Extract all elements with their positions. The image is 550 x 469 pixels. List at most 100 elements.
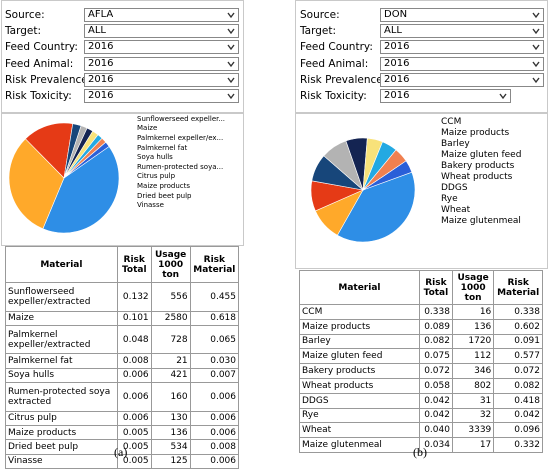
filter-row-source: Source: AFLA [5, 7, 239, 23]
table-row: Maize products 0.089 136 0.602 [299, 318, 543, 335]
table-row: DDGS 0.042 31 0.418 [299, 392, 543, 409]
pie-chart-b [310, 137, 416, 243]
target-select[interactable]: ALL [84, 24, 239, 39]
target-select[interactable]: ALL [380, 24, 544, 39]
cell-risk-total: 0.034 [418, 437, 453, 453]
table-row: CCM 0.338 16 0.338 [299, 304, 543, 320]
cell-usage: 16 [451, 304, 495, 320]
legend-label: DDGS [441, 182, 468, 193]
cell-risk-material: 0.007 [189, 367, 240, 384]
filter-row-source: Source: DON [300, 7, 544, 23]
legend-label: Palmkernel expeller/ex... [137, 133, 224, 142]
risk-toxicity-select[interactable]: 2016 [380, 89, 511, 104]
legend-item: Soya hulls [127, 152, 225, 162]
filters-a: Source: AFLA Target: ALL Feed Country: 2… [5, 7, 239, 104]
cell-usage: 125 [150, 453, 191, 469]
legend-swatch [127, 164, 133, 170]
feed-country-select[interactable]: 2016 [380, 40, 544, 55]
table-row: Sunflowerseed expeller/extracted 0.132 556… [5, 282, 240, 312]
cell-risk-total: 0.132 [116, 282, 152, 312]
legend-swatch [427, 162, 437, 170]
legend-label: Soya hulls [137, 153, 173, 162]
cell-material: Vinasse [5, 453, 118, 469]
cell-material: CCM [299, 304, 420, 320]
cell-risk-material: 0.006 [189, 382, 240, 412]
risk-table-a: Material Risk Total Usage 1000 ton Risk … [5, 246, 240, 469]
cell-risk-total: 0.082 [418, 333, 453, 350]
chevron-down-icon [227, 93, 235, 100]
col-header-risk-total: Risk Total [116, 246, 152, 283]
legend-label: Maize [137, 124, 158, 133]
cell-material: Palmkernel fat [5, 353, 118, 369]
risk-prevalence-select[interactable]: 2016 [84, 72, 239, 87]
filter-frame [295, 0, 548, 114]
legend-label: Citrus pulp [137, 172, 176, 181]
pie-chart-a [8, 122, 120, 234]
filter-row-feed-country: Feed Country: 2016 [5, 39, 239, 55]
cell-material: Bakery products [299, 363, 420, 379]
legend-swatch [427, 140, 437, 148]
cell-risk-total: 0.006 [116, 410, 152, 426]
cell-risk-material: 0.006 [189, 424, 240, 441]
risk-toxicity-select[interactable]: 2016 [84, 89, 239, 104]
cell-material: Maize glutenmeal [299, 437, 420, 453]
legend-item: Rye [427, 193, 521, 204]
chevron-down-icon [499, 93, 507, 100]
caption-a: (a) [114, 445, 128, 459]
cell-usage: 136 [150, 424, 191, 441]
legend-item: Barley [427, 138, 521, 149]
cell-usage: 802 [451, 377, 495, 394]
panel-a: Source: AFLA Target: ALL Feed Country: 2… [0, 0, 245, 469]
cell-risk-material: 0.618 [189, 310, 240, 326]
cell-risk-total: 0.058 [418, 377, 453, 394]
select-value: 2016 [88, 57, 114, 69]
chevron-down-icon [532, 28, 540, 35]
table-row: Maize 0.101 2580 0.618 [5, 310, 240, 326]
legend-item: Wheat products [427, 171, 521, 182]
cell-usage: 130 [150, 410, 191, 426]
cell-usage: 556 [150, 282, 191, 312]
col-header-risk-total: Risk Total [418, 270, 453, 305]
filter-label: Source: [300, 9, 340, 22]
filter-label: Risk Toxicity: [5, 90, 72, 103]
legend-swatch [427, 129, 437, 137]
cell-material: Palmkernel expeller/extracted [5, 324, 118, 355]
filter-label: Feed Country: [300, 41, 373, 54]
feed-animal-select[interactable]: 2016 [380, 56, 544, 71]
table-row: Rumen-protected soya extracted 0.006 160 0.… [5, 382, 240, 412]
table-header-row: Material Risk Total Usage 1000 ton Risk … [5, 246, 240, 283]
select-value: 2016 [88, 41, 114, 53]
feed-country-select[interactable]: 2016 [84, 40, 239, 55]
table-row: Rye 0.042 32 0.042 [299, 407, 543, 424]
feed-animal-select[interactable]: 2016 [84, 56, 239, 71]
cell-material: Maize gluten feed [299, 348, 420, 365]
source-select[interactable]: DON [380, 8, 544, 23]
source-select[interactable]: AFLA [84, 8, 239, 23]
cell-risk-material: 0.577 [493, 348, 543, 365]
cell-material: Wheat products [299, 377, 420, 394]
cell-risk-total: 0.075 [418, 348, 453, 365]
table-row: Maize products 0.005 136 0.006 [5, 424, 240, 441]
cell-risk-material: 0.072 [493, 363, 543, 379]
legend-swatch [127, 193, 133, 199]
table-row: Soya hulls 0.006 421 0.007 [5, 367, 240, 384]
table-row: Wheat 0.040 3339 0.096 [299, 422, 543, 439]
filter-label: Feed Animal: [300, 57, 369, 70]
cell-risk-material: 0.008 [189, 439, 240, 455]
select-value: 2016 [88, 90, 114, 102]
pie-slice [8, 138, 65, 230]
risk-prevalence-select[interactable]: 2016 [380, 72, 544, 87]
legend-label: Rumen-protected soya... [137, 162, 224, 171]
cell-risk-material: 0.006 [189, 453, 240, 469]
legend-label: Palmkernel fat [137, 143, 188, 152]
pie-slice [25, 122, 74, 179]
legend-a: Sunflowerseed expeller... Maize Palmkern… [127, 114, 225, 210]
pie-slice [362, 160, 413, 191]
cell-material: Rye [299, 407, 420, 424]
legend-swatch [427, 206, 437, 214]
cell-risk-total: 0.005 [116, 424, 152, 441]
cell-usage: 160 [150, 382, 191, 412]
col-header-risk-material: Risk Material [189, 246, 240, 283]
col-header-usage: Usage 1000 ton [451, 270, 495, 305]
select-value: AFLA [88, 9, 114, 21]
